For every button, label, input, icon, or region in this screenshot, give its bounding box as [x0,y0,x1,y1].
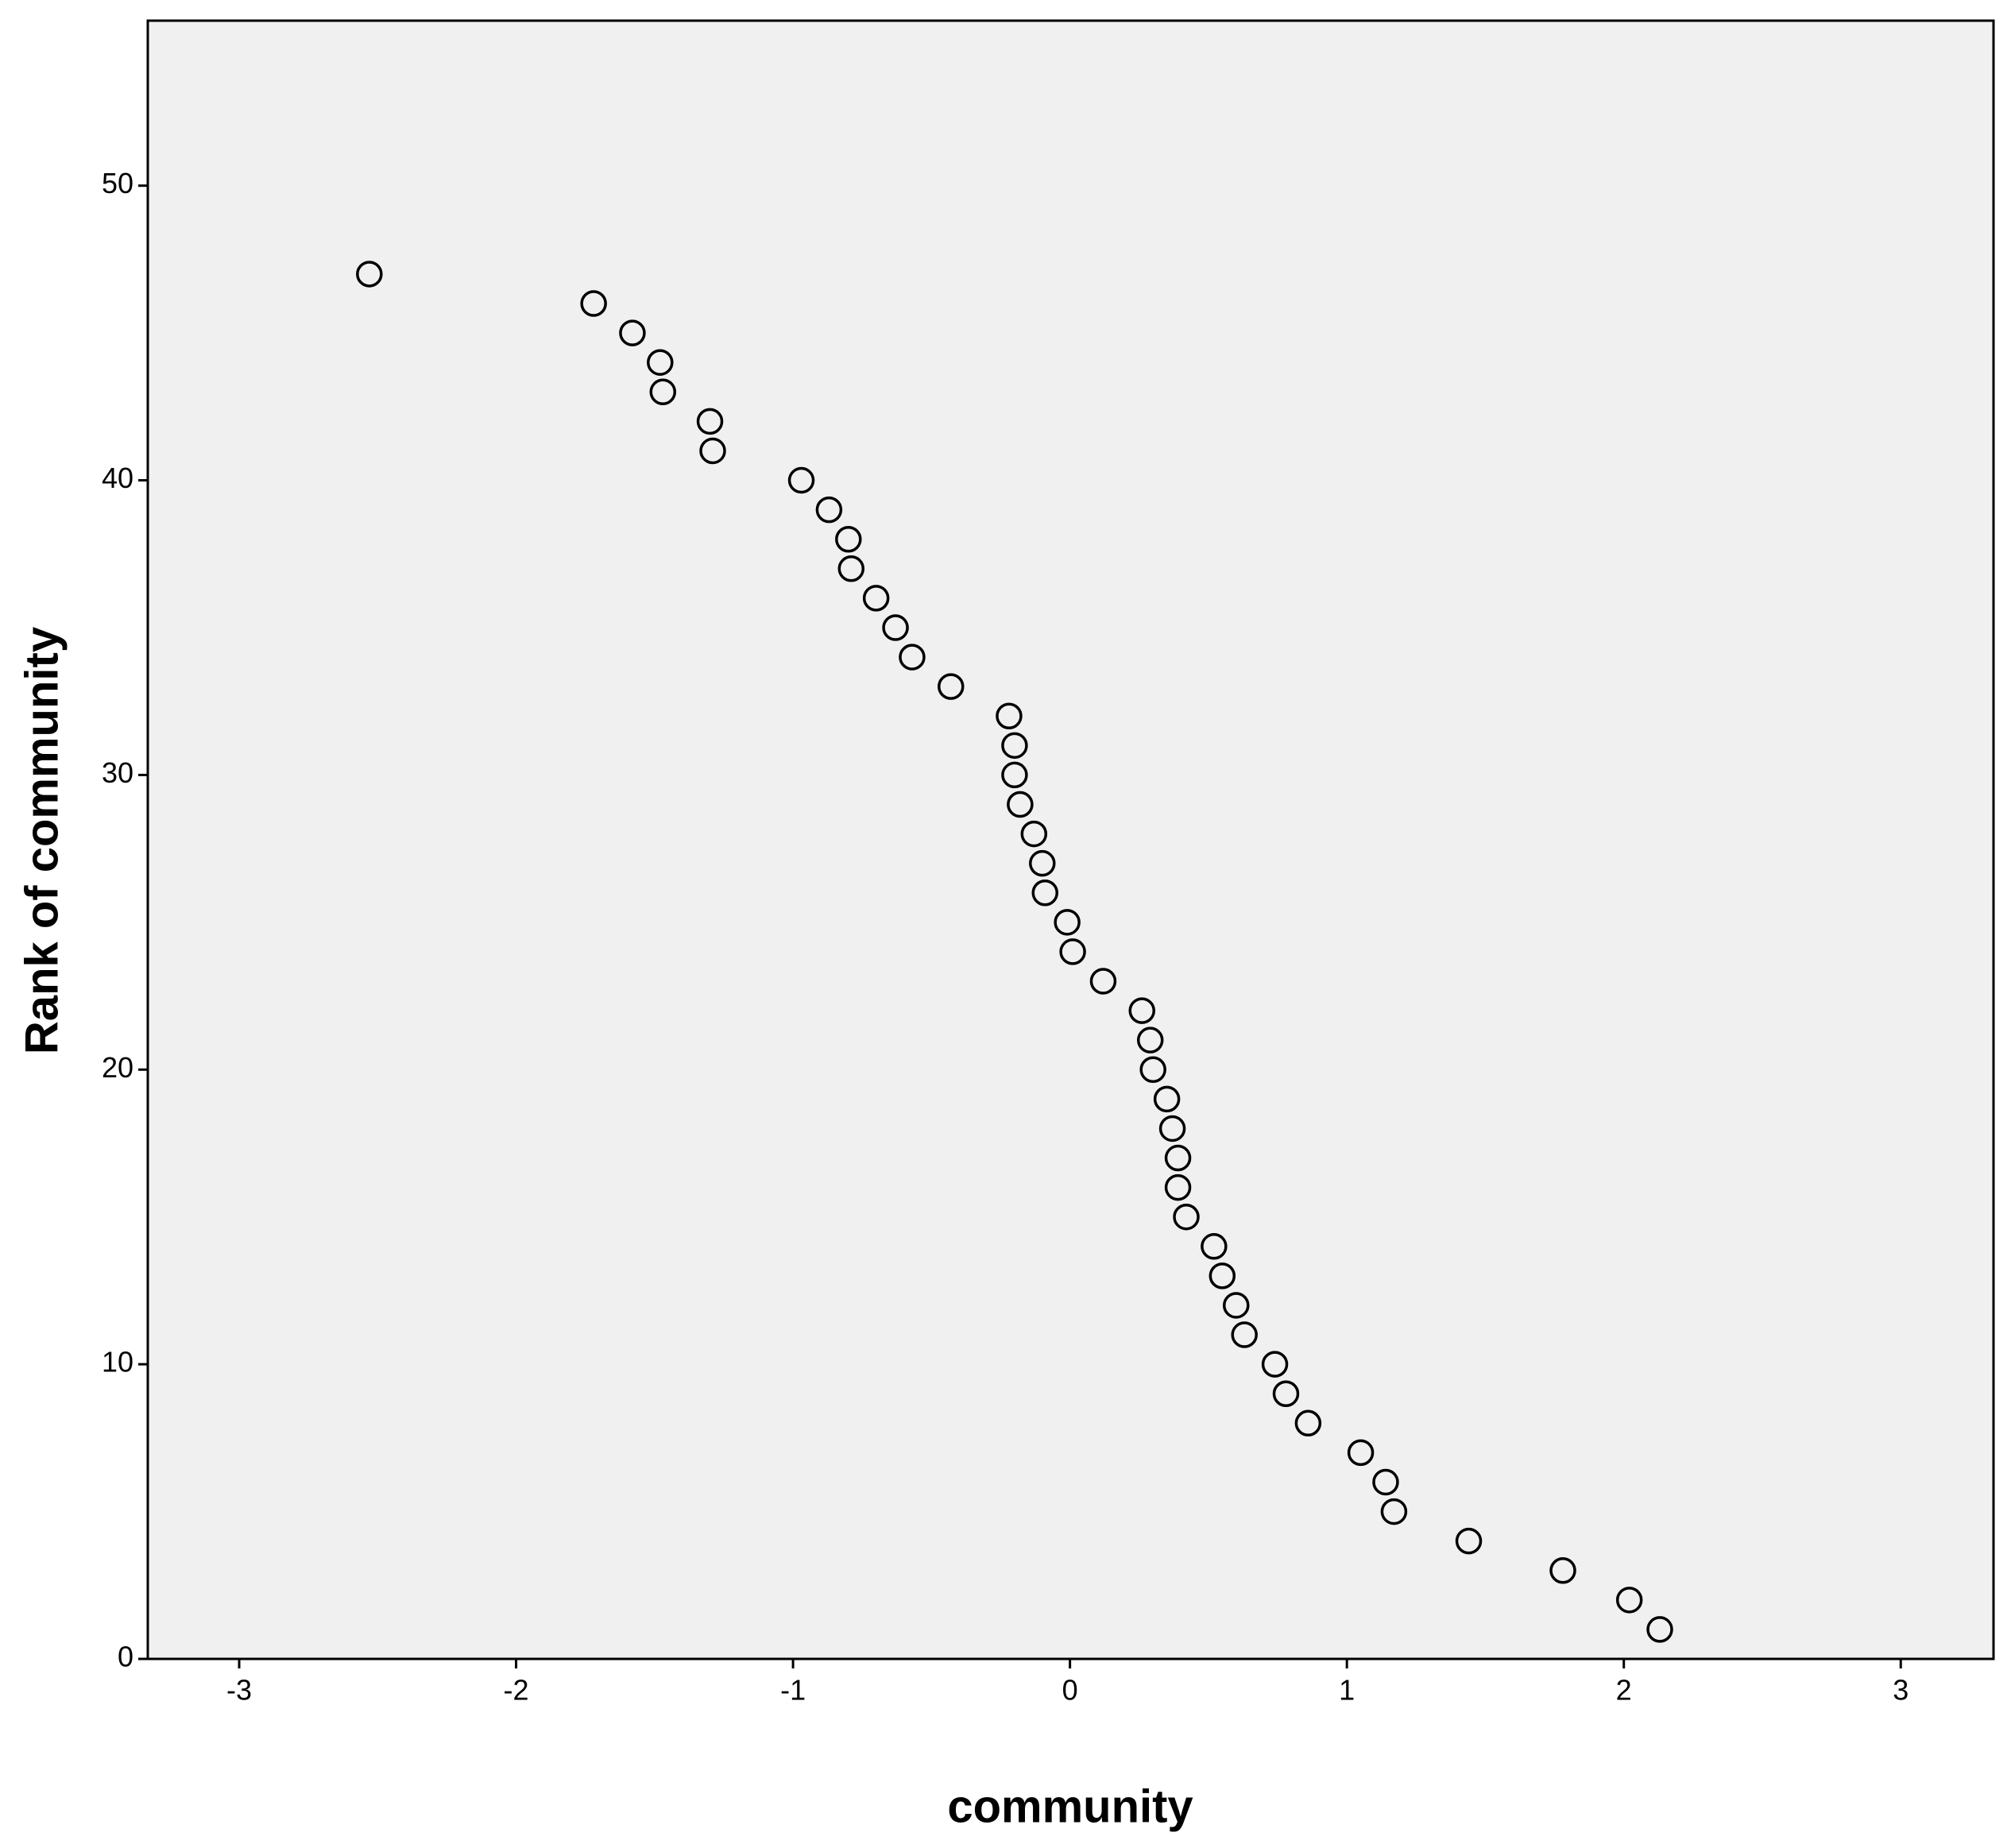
point [815,496,843,524]
point [1158,1115,1186,1142]
point [1007,791,1034,818]
y-tick-label: 10 [102,1346,133,1378]
point [938,673,965,700]
point [1347,1439,1375,1467]
x-tick-label: -3 [226,1674,252,1707]
x-tick-label: 2 [1616,1674,1632,1707]
point [1272,1380,1300,1407]
point [882,614,909,641]
point [1128,997,1155,1024]
point [647,349,674,376]
y-tick-label: 0 [118,1641,133,1673]
point [835,525,862,553]
point [1054,909,1081,936]
y-axis-title: Rank of community [16,627,68,1054]
point [699,437,726,465]
point [1139,1056,1166,1084]
point [1615,1587,1643,1614]
point [862,585,890,612]
point [1231,1321,1258,1348]
point [1029,849,1056,877]
point [1372,1468,1399,1496]
point [837,555,865,582]
point [1001,761,1028,789]
point [649,378,677,406]
point [696,408,724,435]
point [996,702,1023,729]
x-tick-label: 1 [1339,1674,1355,1707]
point [1646,1616,1673,1643]
point [899,644,926,671]
y-tick-label: 20 [102,1051,133,1084]
point [1059,938,1086,965]
point [1294,1409,1322,1437]
y-tick-label: 30 [102,756,133,789]
point [356,261,383,288]
point [1380,1498,1408,1525]
point [1020,820,1048,848]
x-tick-label: -1 [780,1674,806,1707]
x-tick-label: 0 [1062,1674,1078,1707]
x-tick-label: -2 [504,1674,529,1707]
point [1455,1527,1483,1555]
point [1031,880,1059,907]
point [619,319,646,346]
point [787,466,815,494]
point [1223,1292,1250,1319]
point [580,290,607,317]
point [1261,1351,1289,1378]
point [1549,1556,1576,1584]
point [1001,732,1028,760]
x-axis-title: community [947,1780,1193,1832]
point [1173,1203,1200,1231]
point [1089,968,1117,995]
point [1153,1085,1181,1113]
y-tick-label: 40 [102,462,133,494]
point [1164,1144,1192,1172]
point [1209,1262,1236,1289]
plot-area [146,19,1995,1660]
point [1201,1233,1228,1260]
x-tick-label: 3 [1893,1674,1909,1707]
point [1136,1026,1164,1054]
y-tick-label: 50 [102,167,133,199]
point [1164,1173,1192,1201]
